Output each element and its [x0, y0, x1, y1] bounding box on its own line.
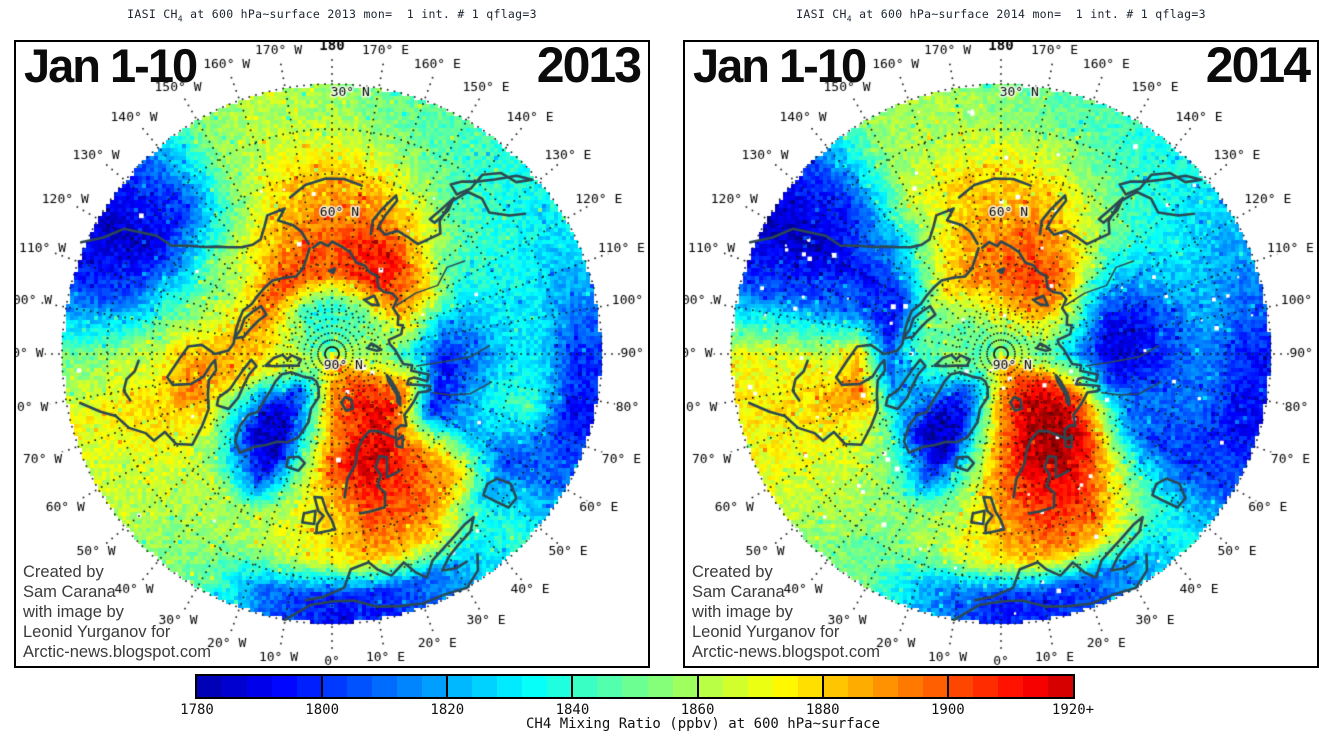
colorbar-segment [647, 676, 674, 697]
colorbar-segment [997, 676, 1024, 697]
colorbar [195, 674, 1075, 699]
colorbar-segment [622, 676, 649, 697]
colorbar-caption: CH4 Mixing Ratio (ppbv) at 600 hPa~surfa… [525, 716, 881, 732]
colorbar-separator [696, 676, 699, 697]
colorbar-segment [472, 676, 499, 697]
colorbar-segment [322, 676, 349, 697]
colorbar-segment [397, 676, 424, 697]
colorbar-segment [422, 676, 449, 697]
colorbar-segment [572, 676, 599, 697]
colorbar-separator [821, 676, 824, 697]
title-post: at 600 hPa~surface 2014 mon= 1 int. # 1 … [851, 7, 1206, 21]
colorbar-segment [597, 676, 624, 697]
colorbar-tick-label: 1920+ [1051, 702, 1095, 718]
year-label-2013: 2013 [536, 40, 642, 93]
credit-link: Arctic-news.blogspot.com [23, 643, 211, 661]
credit-line: with image by [692, 603, 793, 621]
title-sub: 4 [177, 14, 183, 24]
credit-line: with image by [23, 603, 124, 621]
colorbar-separator [321, 676, 324, 697]
credit-line: Sam Carana [23, 583, 116, 601]
colorbar-segment [872, 676, 899, 697]
figure-title-2014: IASI CH4 at 600 hPa~surface 2014 mon= 1 … [683, 7, 1319, 23]
colorbar-segment [222, 676, 249, 697]
colorbar-segment [497, 676, 524, 697]
colorbar-segment [822, 676, 849, 697]
colorbar-ticks: 1780 1800 1820 1840 1860 1880 1900 1920+ [180, 702, 1094, 718]
colorbar-segment [522, 676, 549, 697]
credit-link: Arctic-news.blogspot.com [692, 643, 880, 661]
credit-line: Leonid Yurganov for [692, 623, 840, 641]
date-range-label: Jan 1-10 [24, 40, 198, 92]
credit-block: Created by Sam Carana with image by Leon… [23, 562, 211, 662]
colorbar-tick-label: 1820 [430, 702, 465, 718]
colorbar-segment [897, 676, 924, 697]
title-pre: IASI CH [127, 7, 178, 21]
colorbar-separator [446, 676, 449, 697]
colorbar-separator [946, 676, 949, 697]
colorbar-segment [747, 676, 774, 697]
colorbar-segment [347, 676, 374, 697]
colorbar-tick-label: 1900 [930, 702, 965, 718]
map-panel-2013: Jan 1-10 2013 Created by Sam Carana with… [14, 40, 650, 668]
colorbar-tick-label: 1800 [305, 702, 339, 718]
figure-title-2013: IASI CH4 at 600 hPa~surface 2013 mon= 1 … [14, 7, 650, 23]
credit-block: Created by Sam Carana with image by Leon… [692, 562, 880, 662]
title-pre: IASI CH [796, 7, 847, 21]
colorbar-separator [571, 676, 574, 697]
colorbar-tick-label: 1860 [680, 702, 715, 718]
colorbar-segment [797, 676, 824, 697]
title-post: at 600 hPa~surface 2013 mon= 1 int. # 1 … [182, 7, 537, 21]
colorbar-segment [247, 676, 274, 697]
colorbar-segment [197, 676, 224, 697]
colorbar-segment [297, 676, 324, 697]
map-panel-2014: Jan 1-10 2014 Created by Sam Carana with… [683, 40, 1319, 668]
colorbar-segment [272, 676, 299, 697]
colorbar-segment [1022, 676, 1049, 697]
colorbar-segment [947, 676, 974, 697]
colorbar-segment [972, 676, 999, 697]
colorbar-tick-label: 1780 [180, 702, 214, 718]
credit-line: Leonid Yurganov for [23, 623, 171, 641]
credit-line: Created by [692, 563, 773, 581]
title-sub: 4 [846, 14, 852, 24]
credit-line: Created by [23, 563, 104, 581]
colorbar-segment [672, 676, 699, 697]
colorbar-tick-label: 1880 [805, 702, 840, 718]
colorbar-segment [847, 676, 874, 697]
map-canvas-2014 [685, 42, 1317, 666]
colorbar-area: 1780 1800 1820 1840 1860 1880 1900 1920+ [180, 674, 1094, 734]
colorbar-segment [372, 676, 399, 697]
colorbar-tick-label: 1840 [555, 702, 590, 718]
colorbar-segment [547, 676, 574, 697]
colorbar-segment [922, 676, 949, 697]
colorbar-segment [447, 676, 474, 697]
colorbar-segment [697, 676, 724, 697]
colorbar-segment [722, 676, 749, 697]
colorbar-segment [772, 676, 799, 697]
year-label-2014: 2014 [1205, 40, 1311, 93]
date-range-label: Jan 1-10 [693, 40, 867, 92]
colorbar-segment [1047, 676, 1073, 697]
credit-line: Sam Carana [692, 583, 785, 601]
map-canvas-2013 [16, 42, 648, 666]
